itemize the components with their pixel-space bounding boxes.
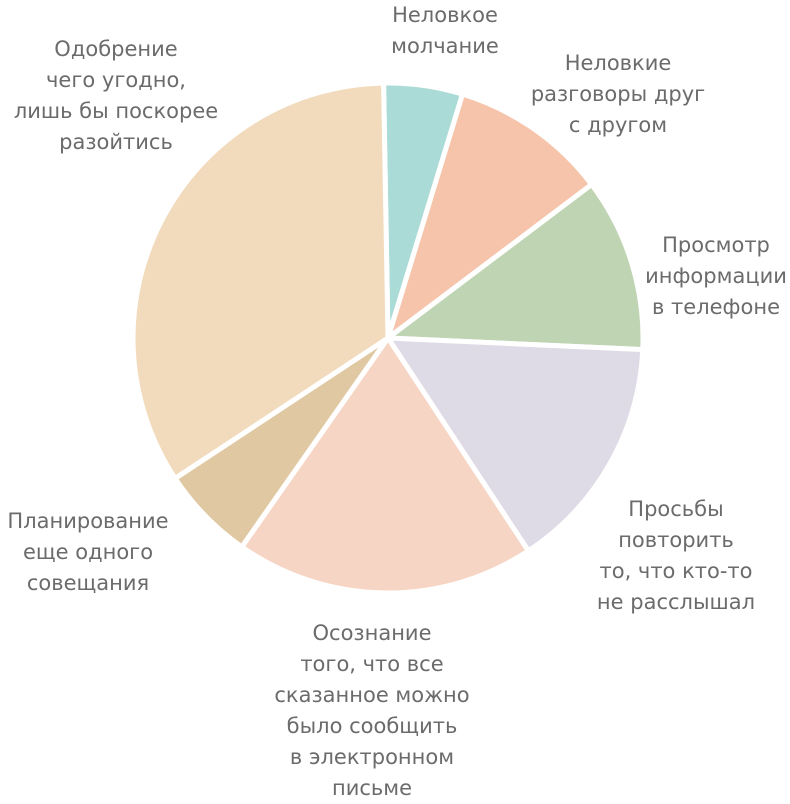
pie-labels: Неловкое молчание Неловкие разговоры друг с … [7,3,787,800]
slice-label-line: лишь бы поскорее [14,99,218,123]
slice-label-3: Просмотр информации в телефоне [645,233,787,319]
slice-label-line: сказанное можно [274,683,469,707]
slice-label-line: молчание [391,34,499,58]
slice-label-2: Неловкие разговоры друг с другом [531,51,705,137]
slice-label-7: Одобрение чего угодно, лишь бы поскорее раз… [14,37,218,154]
slice-label-line: Осознание [313,621,432,645]
slice-label-line: с другом [569,113,667,137]
slice-label-line: еще одного [23,540,153,564]
pie-slice-4 [385,335,646,554]
slice-label-line: разойтись [59,130,173,154]
slice-label-line: Неловкое [392,3,498,27]
pie-slice-7 [130,80,391,481]
slice-label-line: Неловкие [565,51,672,75]
slice-label-1: Неловкое молчание [391,3,499,58]
pie-slice-2 [385,91,595,341]
pie-slice-5 [239,335,531,596]
slice-label-line: чего угодно, [46,68,186,92]
slice-label-6: Планирование еще одного совещания [7,509,168,595]
slice-label-4: Просьбы повторить то, что кто-то не расслыш… [597,497,755,614]
slice-label-line: то, что кто-то [599,559,752,583]
slice-label-line: разговоры друг [531,82,705,106]
slice-label-line: Одобрение [54,37,177,61]
slice-label-line: информации [645,264,787,288]
slice-label-line: в электронном [290,745,454,769]
slice-label-line: совещания [27,571,149,595]
pie-slice-3 [385,182,646,353]
slice-label-line: повторить [618,528,734,552]
slice-label-line: того, что все [300,652,443,676]
slice-label-line: Просмотр [662,233,770,257]
slice-label-line: письме [332,776,412,800]
slice-label-line: в телефоне [652,295,780,319]
slice-label-line: было сообщить [287,714,458,738]
slice-label-line: Просьбы [628,497,723,521]
slice-label-line: не расслышал [597,590,755,614]
pie-slices [130,80,646,596]
slice-label-5: Осознание того, что все сказанное можно был… [274,621,469,800]
slice-label-line: Планирование [7,509,168,533]
